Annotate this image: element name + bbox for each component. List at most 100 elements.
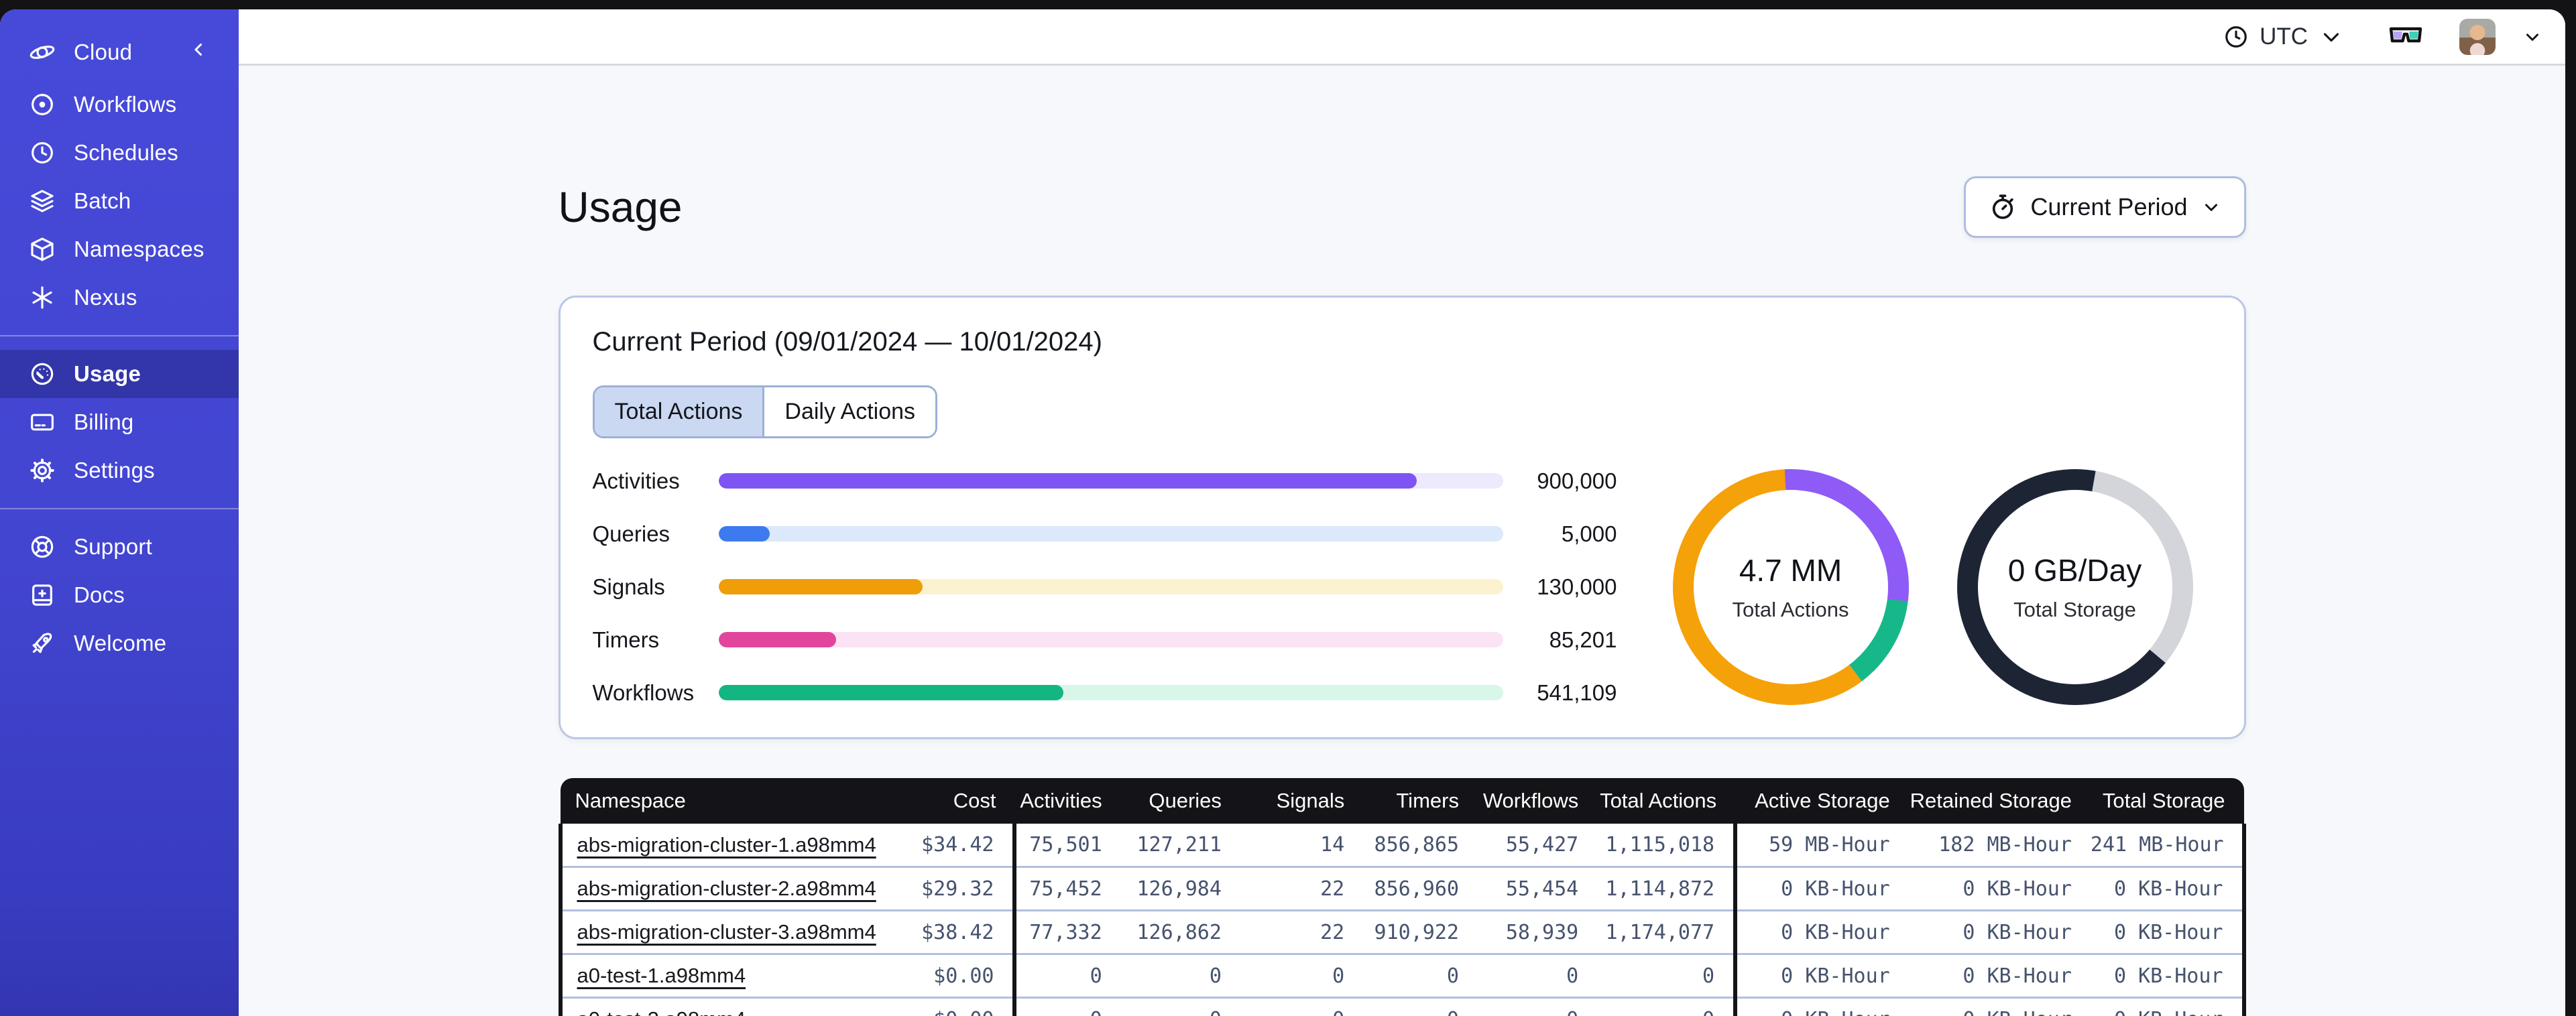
table-cell: 0 KB-Hour bbox=[2090, 954, 2246, 999]
namespace-cell: a0-test-1.a98mm4 bbox=[558, 954, 897, 999]
page-title: Usage bbox=[558, 182, 683, 231]
table-cell: 856,865 bbox=[1363, 823, 1478, 869]
sidebar-item-label: Workflows bbox=[74, 92, 177, 117]
bar-value: 85,201 bbox=[1549, 627, 1617, 652]
table-cell: 0 bbox=[1363, 997, 1478, 1016]
sidebar-item-label: Batch bbox=[74, 188, 131, 213]
column-header: Queries bbox=[1120, 777, 1240, 824]
table-row: abs-migration-cluster-1.a98mm4 $34.42 75,5… bbox=[558, 823, 2246, 869]
sidebar-item-label: Nexus bbox=[74, 285, 137, 310]
table-row: abs-migration-cluster-2.a98mm4 $29.32 75,4… bbox=[558, 867, 2246, 912]
batch-icon bbox=[28, 187, 56, 215]
table-cell: 0 bbox=[1120, 997, 1240, 1016]
app-window: Cloud Workflows Schedules Batch bbox=[0, 9, 2565, 1016]
clock-icon bbox=[2225, 25, 2247, 48]
bar-track bbox=[718, 473, 1503, 489]
namespace-link[interactable]: a0-test-2.a98mm4 bbox=[577, 1007, 746, 1016]
collapse-sidebar-icon[interactable] bbox=[189, 40, 209, 65]
sidebar-item-label: Settings bbox=[74, 458, 155, 483]
donut-value: 4.7 MM bbox=[1739, 552, 1842, 588]
labs-glasses-icon[interactable] bbox=[2388, 23, 2423, 50]
sidebar-item-welcome[interactable]: Welcome bbox=[0, 619, 239, 668]
bar-label: Queries bbox=[592, 521, 670, 546]
table-row: abs-migration-cluster-3.a98mm4 $38.42 77,3… bbox=[558, 910, 2246, 956]
table-cell: 0 bbox=[1240, 997, 1364, 1016]
period-selector-button[interactable]: Current Period bbox=[1964, 176, 2246, 238]
bar-track bbox=[718, 526, 1503, 542]
column-header: Total Actions bbox=[1597, 777, 1736, 824]
bar-track bbox=[718, 632, 1503, 648]
bar-fill bbox=[718, 685, 1064, 701]
bar-row-timers: Timers 85,201 bbox=[593, 627, 1617, 653]
table-cell: 182 MB-Hour bbox=[1908, 823, 2091, 869]
sidebar-item-billing[interactable]: Billing bbox=[0, 398, 239, 446]
bar-fill bbox=[718, 579, 923, 595]
table-cell: 75,501 bbox=[1012, 823, 1121, 869]
stopwatch-icon bbox=[1993, 194, 2014, 219]
table-cell: 22 bbox=[1240, 867, 1364, 912]
table-cell: 856,960 bbox=[1363, 867, 1478, 912]
table-cell: 1,114,872 bbox=[1597, 867, 1736, 912]
actions-tab-group: Total Actions Daily Actions bbox=[592, 385, 938, 438]
sidebar-item-batch[interactable]: Batch bbox=[0, 177, 239, 225]
bar-label: Workflows bbox=[592, 680, 695, 705]
sidebar-item-label: Namespaces bbox=[74, 237, 204, 261]
nexus-icon bbox=[28, 283, 56, 312]
sidebar-brand-cloud[interactable]: Cloud bbox=[0, 28, 239, 76]
table-cell: 77,332 bbox=[1012, 910, 1121, 956]
table-cell: $0.00 bbox=[896, 954, 1015, 999]
namespace-link[interactable]: a0-test-1.a98mm4 bbox=[577, 964, 746, 988]
sidebar-item-nexus[interactable]: Nexus bbox=[0, 273, 239, 322]
sidebar-item-label: Docs bbox=[74, 582, 125, 607]
table-cell: 0 bbox=[1120, 954, 1240, 999]
table-cell: $34.42 bbox=[896, 823, 1015, 869]
table-cell: 59 MB-Hour bbox=[1733, 823, 1909, 869]
namespace-link[interactable]: abs-migration-cluster-1.a98mm4 bbox=[577, 832, 876, 856]
sidebar-item-settings[interactable]: Settings bbox=[0, 446, 239, 495]
docs-icon bbox=[28, 581, 56, 609]
settings-icon bbox=[28, 456, 56, 485]
sidebar-item-schedules[interactable]: Schedules bbox=[0, 129, 239, 177]
workflows-icon bbox=[28, 90, 56, 119]
table-cell: 126,984 bbox=[1120, 867, 1240, 912]
timezone-selector[interactable]: UTC bbox=[2223, 23, 2344, 50]
sidebar-item-docs[interactable]: Docs bbox=[0, 571, 239, 619]
sidebar-item-usage[interactable]: Usage bbox=[0, 350, 239, 398]
table-cell: 0 KB-Hour bbox=[1733, 910, 1909, 956]
namespace-cell: abs-migration-cluster-2.a98mm4 bbox=[558, 867, 897, 912]
tab-total-actions[interactable]: Total Actions bbox=[594, 387, 763, 436]
bar-track bbox=[718, 685, 1503, 701]
tab-daily-actions[interactable]: Daily Actions bbox=[762, 387, 936, 436]
namespace-link[interactable]: abs-migration-cluster-2.a98mm4 bbox=[577, 877, 876, 901]
table-cell: 0 KB-Hour bbox=[1733, 954, 1909, 999]
table-cell: 22 bbox=[1240, 910, 1364, 956]
table-row: a0-test-1.a98mm4 $0.00 0 0 0 0 0 0 0 KB-Hour 0 KB… bbox=[558, 954, 2246, 999]
avatar[interactable] bbox=[2459, 18, 2496, 55]
namespace-link[interactable]: abs-migration-cluster-3.a98mm4 bbox=[577, 920, 876, 944]
sidebar-item-label: Billing bbox=[74, 409, 134, 434]
table-header-row: Namespace Cost Activities Queries Signals Tim… bbox=[560, 777, 2244, 824]
table-cell: 14 bbox=[1240, 823, 1364, 869]
topbar: UTC bbox=[239, 9, 2565, 66]
welcome-rocket-icon bbox=[28, 629, 56, 657]
table-cell: 910,922 bbox=[1363, 910, 1478, 956]
sidebar-item-workflows[interactable]: Workflows bbox=[0, 80, 239, 129]
actions-bar-chart: Activities 900,000 Queries 5,000 Signals bbox=[593, 468, 1617, 706]
column-header: Retained Storage bbox=[1908, 777, 2091, 824]
table-cell: 241 MB-Hour bbox=[2090, 823, 2246, 869]
support-icon bbox=[28, 533, 56, 561]
column-header: Workflows bbox=[1477, 777, 1598, 824]
billing-icon bbox=[28, 408, 56, 436]
table-cell: 0 KB-Hour bbox=[1908, 910, 2091, 956]
table-cell: 0 bbox=[1240, 954, 1364, 999]
sidebar-item-namespaces[interactable]: Namespaces bbox=[0, 225, 239, 273]
sidebar-item-support[interactable]: Support bbox=[0, 523, 239, 571]
column-header: Activities bbox=[1014, 777, 1121, 824]
bar-fill bbox=[718, 473, 1417, 489]
table-cell: $0.00 bbox=[896, 997, 1015, 1016]
column-header: Namespace bbox=[560, 777, 897, 824]
table-cell: 75,452 bbox=[1012, 867, 1121, 912]
table-cell: 0 KB-Hour bbox=[1908, 867, 2091, 912]
user-menu-chevron-icon[interactable] bbox=[2522, 27, 2542, 47]
